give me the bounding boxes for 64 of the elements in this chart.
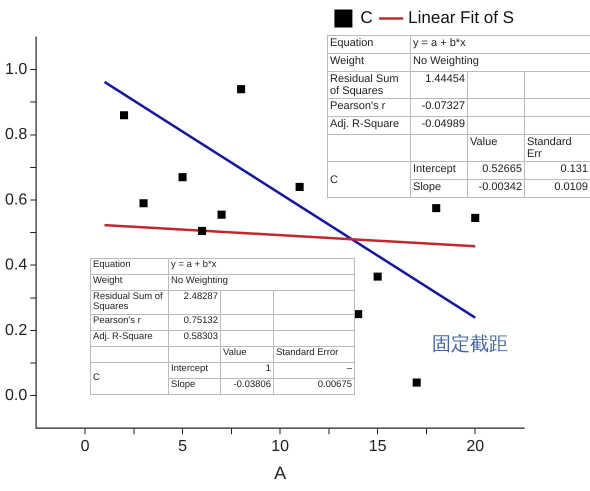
annotation: 固定截距 <box>432 332 508 357</box>
annotation: y = a + b*x <box>410 36 590 54</box>
legend-label: C <box>360 8 373 28</box>
x-tick-label: 5 <box>178 438 188 456</box>
point <box>237 85 246 94</box>
annotation: Weight <box>90 274 168 290</box>
point <box>374 272 382 281</box>
annotation: Intercept <box>410 162 468 180</box>
x-tick-label: 15 <box>368 438 387 456</box>
annotation: 1.44454 <box>410 72 468 99</box>
annotation: Slope <box>410 180 468 198</box>
legend-label: Linear Fit of S <box>408 8 514 28</box>
x-tick-label: 0 <box>80 438 90 456</box>
annotation: Adj. R-Square <box>90 330 168 346</box>
annotation: Equation <box>328 36 410 54</box>
annotation: Weight <box>328 54 410 72</box>
x-tick-label: 10 <box>271 438 290 456</box>
point <box>140 199 148 208</box>
y-tick-label: 0.6 <box>4 191 28 208</box>
annotation: Pearson's r <box>90 314 168 330</box>
y-tick-label: 1.0 <box>4 61 28 78</box>
annotation: -0.03806 <box>220 378 274 394</box>
annotation: Standard Error <box>274 346 355 362</box>
annotation: 0.58303 <box>168 330 220 346</box>
point <box>120 111 128 120</box>
point <box>432 204 440 212</box>
annotation: Equation <box>90 258 168 274</box>
x-tick-label: 20 <box>466 438 484 456</box>
annotation: -0.00342 <box>468 180 524 198</box>
annotation: 2.48287 <box>168 290 220 314</box>
point <box>198 226 206 236</box>
y-tick-label: 0.4 <box>4 256 28 274</box>
annotation: -0.07327 <box>410 98 468 117</box>
annotation: – <box>274 362 355 378</box>
annotation: Adj. R-Square <box>328 116 410 135</box>
annotation: C <box>90 362 168 394</box>
text: 0.0109 <box>554 181 588 194</box>
annotation: 0.00675 <box>274 378 355 394</box>
annotation: Residual Sum of Squares <box>328 72 410 99</box>
annotation: 0.75132 <box>168 314 220 330</box>
y-tick-label: 0.8 <box>4 126 28 144</box>
point <box>471 214 480 222</box>
annotation: Residual Sum of Squares <box>90 290 168 314</box>
annotation: 1 <box>220 362 274 378</box>
point <box>296 182 304 191</box>
y-tick-label: 0.0 <box>4 387 28 404</box>
annotation: -0.04989 <box>410 116 468 135</box>
annotation: y = a + b*x <box>168 258 355 274</box>
annotation: Pearson's r <box>328 98 410 117</box>
annotation: No Weighting <box>410 54 590 72</box>
annotation: Slope <box>168 378 220 394</box>
text: 0.131 <box>560 163 588 176</box>
annotation: 0.52665 <box>468 162 524 180</box>
annotation: No Weighting <box>168 274 355 290</box>
annotation: Value <box>220 346 274 362</box>
annotation: Value <box>468 134 524 162</box>
annotation: C <box>328 162 410 198</box>
annotation: Intercept <box>168 362 220 378</box>
point <box>412 378 421 387</box>
text: Standard Err <box>527 136 572 160</box>
point <box>178 173 187 182</box>
y-tick-label: 0.2 <box>4 322 28 339</box>
point <box>218 210 226 219</box>
x-axis-title: A <box>274 463 286 484</box>
